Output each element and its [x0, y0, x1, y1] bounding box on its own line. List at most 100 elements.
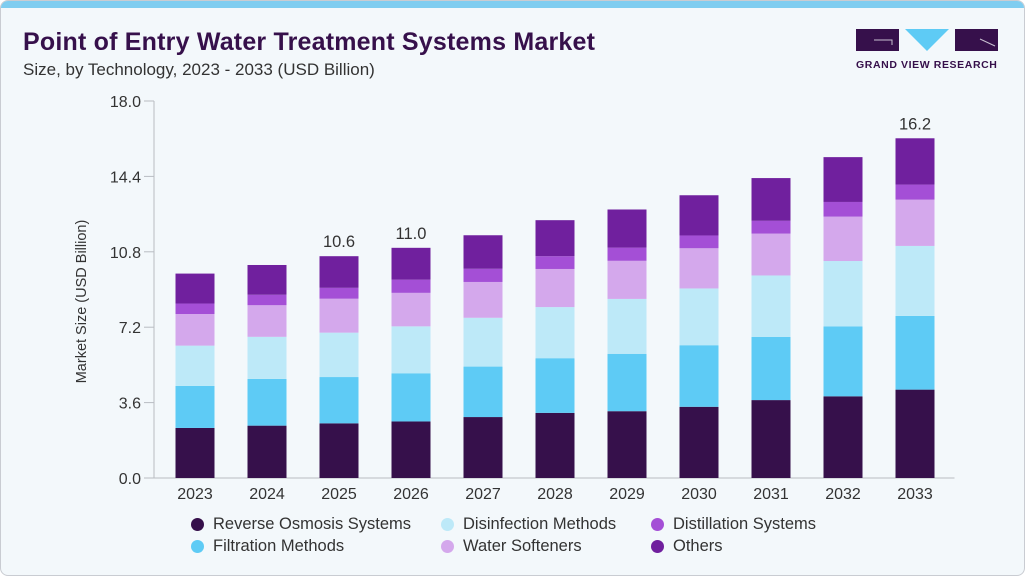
- bar-segment-disinfection-methods: [319, 332, 359, 378]
- bar-segment-distillation-systems: [751, 220, 791, 234]
- bar-segment-disinfection-methods: [175, 345, 215, 386]
- x-tick-label: 2029: [609, 486, 645, 503]
- y-tick-label: 3.6: [119, 396, 141, 413]
- bar-segment-others: [895, 138, 935, 185]
- legend-item: Water Softeners: [441, 537, 582, 556]
- legend-item: Filtration Methods: [191, 537, 344, 556]
- legend-label: Reverse Osmosis Systems: [213, 515, 412, 533]
- y-tick-label: 14.4: [110, 169, 141, 186]
- bar-segment-distillation-systems: [175, 303, 215, 315]
- bar-segment-filtration-methods: [679, 345, 719, 407]
- data-label: 11.0: [396, 225, 427, 243]
- bar-segment-reverse-osmosis-systems: [679, 406, 719, 478]
- x-tick-label: 2027: [465, 486, 501, 503]
- legend-label: Distillation Systems: [673, 515, 817, 533]
- bar-segment-others: [463, 235, 503, 269]
- legend-swatch: [191, 540, 204, 553]
- bar-segment-water-softeners: [895, 199, 935, 246]
- bar-segment-others: [751, 178, 791, 221]
- bar-segment-disinfection-methods: [751, 275, 791, 337]
- chart-plot: 0.0 3.6 7.2 10.8 14.4 18.0 Market Size (USD Bi…: [74, 94, 955, 503]
- legend-item: Others: [651, 537, 723, 556]
- y-tick-label: 18.0: [110, 94, 141, 111]
- bar-segment-filtration-methods: [823, 326, 863, 397]
- x-tick-label: 2031: [753, 486, 789, 503]
- bar-segment-others: [247, 264, 287, 295]
- bar-segment-reverse-osmosis-systems: [607, 411, 647, 478]
- y-axis-label: Market Size (USD Billion): [74, 220, 90, 384]
- chart-title: Point of Entry Water Treatment Systems M…: [23, 28, 596, 56]
- bar-segment-reverse-osmosis-systems: [319, 423, 359, 478]
- bar-segment-filtration-methods: [391, 373, 431, 422]
- bar-segment-water-softeners: [607, 260, 647, 299]
- bar-segment-filtration-methods: [751, 336, 791, 401]
- bar-segment-disinfection-methods: [247, 336, 287, 379]
- bar-segment-distillation-systems: [391, 279, 431, 293]
- bar-segment-reverse-osmosis-systems: [247, 425, 287, 478]
- bar-segment-water-softeners: [391, 292, 431, 327]
- grand-view-research-logo: [856, 29, 998, 51]
- logo-text: GRAND VIEW RESEARCH: [856, 59, 998, 71]
- bar-segment-filtration-methods: [175, 385, 215, 428]
- legend-item: Reverse Osmosis Systems: [191, 515, 411, 534]
- chart-subtitle: Size, by Technology, 2023 - 2033 (USD Bi…: [23, 60, 375, 79]
- y-tick-label: 7.2: [119, 320, 141, 337]
- bar-segment-reverse-osmosis-systems: [463, 417, 503, 478]
- x-tick-label: 2032: [825, 486, 861, 503]
- bar-segment-water-softeners: [751, 233, 791, 276]
- legend-swatch: [651, 540, 664, 553]
- x-tick-label: 2024: [249, 486, 285, 503]
- top-accent-stripe: [1, 1, 1024, 8]
- bar-segment-others: [607, 209, 647, 248]
- legend-swatch: [441, 518, 454, 531]
- bar-segment-distillation-systems: [319, 287, 359, 299]
- bar-segment-filtration-methods: [895, 315, 935, 390]
- bar-segment-reverse-osmosis-systems: [175, 427, 215, 478]
- y-tick-label: 10.8: [110, 245, 141, 262]
- data-label: 10.6: [323, 233, 355, 251]
- x-tick-label: 2026: [393, 486, 429, 503]
- y-tick-label: 0.0: [119, 471, 141, 488]
- bar-segment-filtration-methods: [463, 366, 503, 418]
- bar-segment-filtration-methods: [247, 378, 287, 426]
- bar-segment-water-softeners: [535, 268, 575, 308]
- x-tick-label: 2023: [177, 486, 213, 503]
- bar-segment-distillation-systems: [679, 235, 719, 249]
- bar-segment-distillation-systems: [535, 256, 575, 269]
- legend-label: Filtration Methods: [213, 537, 345, 555]
- x-tick-label: 2028: [537, 486, 573, 503]
- data-label: 16.2: [899, 115, 931, 133]
- legend-label: Others: [673, 537, 723, 555]
- bar-segment-reverse-osmosis-systems: [823, 396, 863, 478]
- bar-segment-disinfection-methods: [535, 307, 575, 359]
- legend-swatch: [651, 518, 664, 531]
- bar-segment-others: [319, 256, 359, 288]
- bar-segment-disinfection-methods: [607, 298, 647, 354]
- bar-segment-distillation-systems: [607, 247, 647, 261]
- x-tick-label: 2033: [897, 486, 933, 503]
- bar-segment-filtration-methods: [319, 377, 359, 424]
- bar-segment-water-softeners: [823, 216, 863, 262]
- bar-segment-reverse-osmosis-systems: [535, 412, 575, 478]
- bar-segment-filtration-methods: [535, 358, 575, 413]
- legend-swatch: [191, 518, 204, 531]
- bar-segment-water-softeners: [679, 248, 719, 289]
- bar-segment-others: [535, 220, 575, 257]
- bar-segment-others: [679, 195, 719, 236]
- bar-segment-distillation-systems: [463, 268, 503, 282]
- legend-item: Disinfection Methods: [441, 515, 616, 534]
- bar-segment-water-softeners: [463, 281, 503, 318]
- bar-segment-disinfection-methods: [679, 288, 719, 346]
- bar-segment-water-softeners: [319, 298, 359, 333]
- legend-label: Disinfection Methods: [463, 515, 617, 533]
- bar-segment-reverse-osmosis-systems: [751, 400, 791, 478]
- bar-segment-filtration-methods: [607, 353, 647, 412]
- bar-segment-water-softeners: [247, 305, 287, 337]
- legend-swatch: [441, 540, 454, 553]
- bar-segment-others: [823, 157, 863, 202]
- bar-segment-reverse-osmosis-systems: [391, 421, 431, 478]
- bar-segment-disinfection-methods: [391, 326, 431, 374]
- bar-segment-disinfection-methods: [895, 245, 935, 316]
- x-tick-label: 2030: [681, 486, 717, 503]
